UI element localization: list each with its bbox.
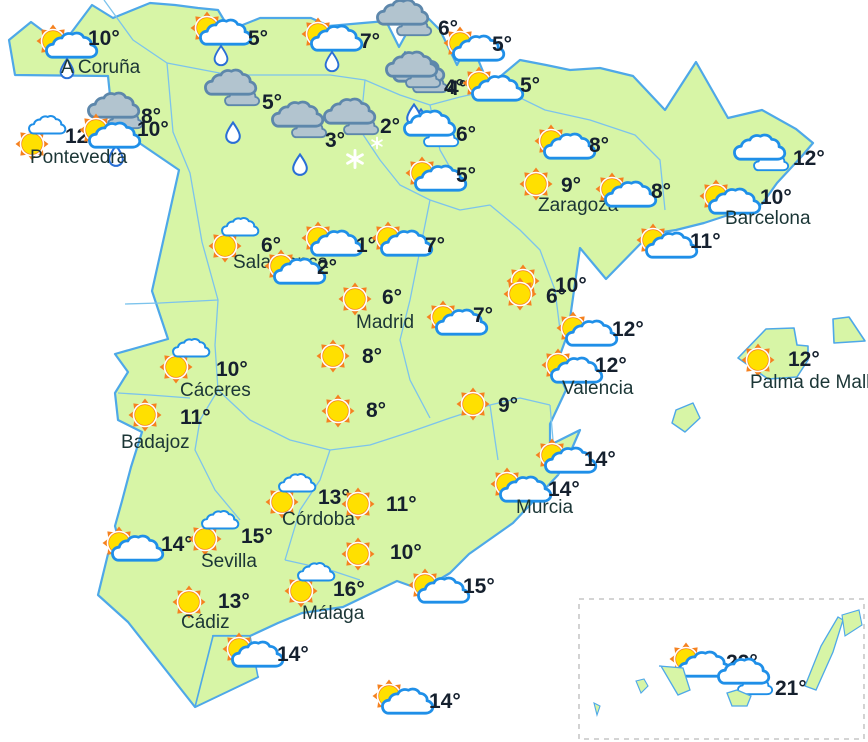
svg-text:8°: 8° xyxy=(362,345,382,368)
svg-text:16°: 16° xyxy=(333,578,365,601)
svg-text:7°: 7° xyxy=(473,304,493,327)
svg-text:Barcelona: Barcelona xyxy=(725,208,811,229)
svg-text:5°: 5° xyxy=(492,33,512,56)
svg-text:11°: 11° xyxy=(690,230,721,253)
svg-text:6°: 6° xyxy=(546,285,566,308)
svg-text:15°: 15° xyxy=(241,525,273,548)
svg-text:14°: 14° xyxy=(584,448,616,471)
svg-text:8°: 8° xyxy=(589,134,609,157)
svg-text:6°: 6° xyxy=(456,123,476,146)
svg-text:14°: 14° xyxy=(429,690,461,713)
svg-text:Córdoba: Córdoba xyxy=(282,509,355,530)
svg-text:9°: 9° xyxy=(498,394,518,417)
svg-text:4°: 4° xyxy=(444,76,464,99)
svg-text:11°: 11° xyxy=(180,406,211,429)
svg-text:6°: 6° xyxy=(382,286,402,309)
svg-text:10°: 10° xyxy=(88,27,120,50)
svg-text:Palma de Mallorca: Palma de Mallorca xyxy=(750,372,868,393)
svg-text:14°: 14° xyxy=(277,643,309,666)
svg-text:Cádiz: Cádiz xyxy=(181,612,230,633)
svg-text:Pontevedra: Pontevedra xyxy=(30,147,128,168)
svg-text:7°: 7° xyxy=(425,234,445,257)
svg-text:2°: 2° xyxy=(380,115,400,138)
svg-text:10°: 10° xyxy=(137,118,169,141)
svg-text:9°: 9° xyxy=(561,174,581,197)
svg-text:5°: 5° xyxy=(456,164,476,187)
svg-text:12°: 12° xyxy=(793,147,825,170)
svg-text:Cáceres: Cáceres xyxy=(180,380,251,401)
svg-text:Madrid: Madrid xyxy=(356,312,414,333)
svg-text:10°: 10° xyxy=(390,541,422,564)
svg-text:5°: 5° xyxy=(248,27,268,50)
svg-text:10°: 10° xyxy=(216,358,248,381)
svg-text:Sevilla: Sevilla xyxy=(201,551,257,572)
svg-text:Valencia: Valencia xyxy=(562,378,634,399)
svg-text:8°: 8° xyxy=(366,399,386,422)
svg-text:Murcia: Murcia xyxy=(516,497,573,518)
svg-text:Badajoz: Badajoz xyxy=(121,432,190,453)
svg-text:7°: 7° xyxy=(360,30,380,53)
svg-text:11°: 11° xyxy=(386,493,417,516)
svg-text:12°: 12° xyxy=(788,348,820,371)
svg-text:14°: 14° xyxy=(161,533,193,556)
svg-text:12°: 12° xyxy=(612,318,644,341)
svg-text:13°: 13° xyxy=(218,590,250,613)
svg-text:12°: 12° xyxy=(595,354,627,377)
svg-text:10°: 10° xyxy=(760,186,792,209)
svg-text:2°: 2° xyxy=(317,256,337,279)
svg-text:15°: 15° xyxy=(463,575,495,598)
svg-text:3°: 3° xyxy=(325,129,345,152)
svg-text:21°: 21° xyxy=(775,677,807,700)
svg-text:8°: 8° xyxy=(651,180,671,203)
svg-text:A Coruña: A Coruña xyxy=(61,57,141,78)
svg-text:Málaga: Málaga xyxy=(302,603,365,624)
svg-text:5°: 5° xyxy=(520,74,540,97)
